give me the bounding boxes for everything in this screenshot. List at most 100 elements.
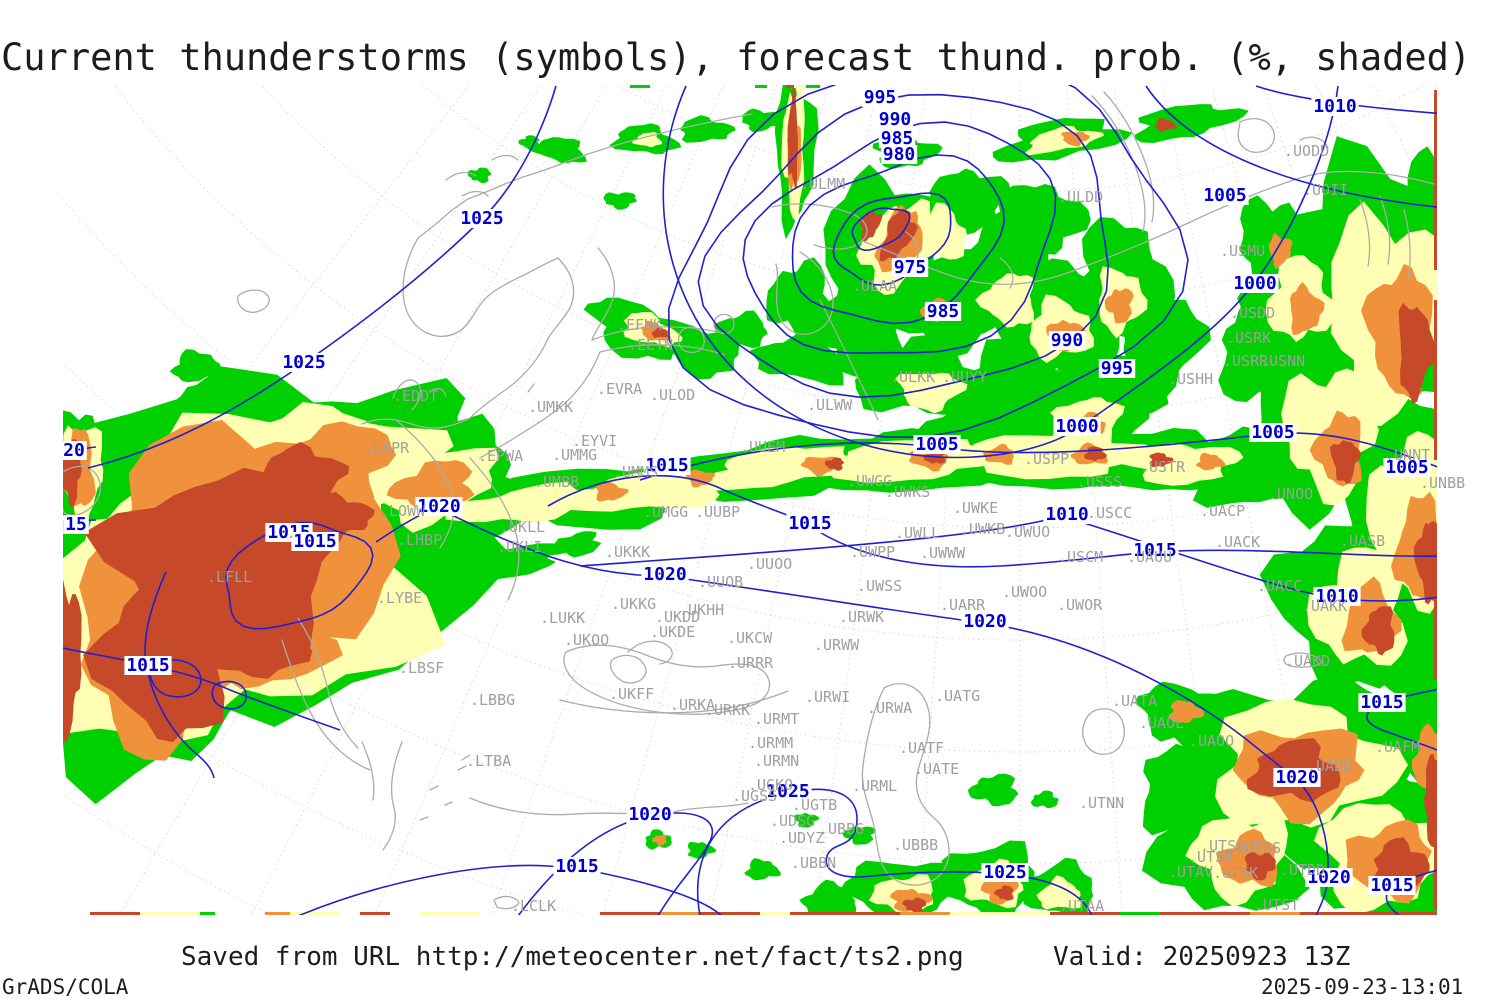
isobar-label: 1005	[1203, 185, 1246, 206]
station-label: .UACP	[1200, 502, 1245, 520]
station-label: .USMU	[1220, 242, 1265, 260]
isobar-label-box	[1273, 768, 1321, 787]
station-label: .UODD	[1284, 142, 1329, 160]
station-label: .UGKO	[748, 776, 793, 794]
station-label: .UNBB	[1420, 474, 1465, 492]
station-label: .UKDE	[650, 623, 695, 641]
station-label: .UTDD	[1280, 861, 1325, 879]
station-label: .UWKE	[953, 499, 998, 517]
isobar-label-box	[764, 782, 812, 801]
station-label: .UWSS	[857, 577, 902, 595]
footer-engine-label: GrADS/COLA	[2, 975, 129, 999]
isobar-label: 1010	[1315, 586, 1358, 607]
edge-strips	[90, 85, 1437, 915]
station-label: .UTAV	[1168, 863, 1213, 881]
isobar-label-box	[291, 532, 339, 551]
isobar-label: 1020	[643, 564, 686, 585]
station-label: .UMMS	[613, 463, 658, 481]
station-label: .URML	[852, 777, 897, 795]
isobar-label-box	[1231, 274, 1279, 293]
station-label: .UTSB	[1188, 848, 1233, 866]
station-label: .LKPR	[364, 439, 410, 457]
station-label: .LHBP	[397, 531, 442, 549]
isobar-label-box	[626, 805, 674, 824]
station-label: .UTSA	[1200, 837, 1245, 855]
station-label: .UACK	[1215, 533, 1260, 551]
station-label: .UMMG	[552, 446, 597, 464]
footer-saved-url: Saved from URL http://meteocenter.net/fa…	[181, 942, 964, 972]
station-label: .UAKD	[1285, 652, 1330, 670]
station-label: .UUEM	[740, 438, 785, 456]
isobar-label-box	[280, 353, 328, 372]
station-label: .EYVI	[572, 432, 617, 450]
isobar-label: 1015	[1360, 692, 1403, 713]
station-label: .LBSF	[399, 659, 444, 677]
station-label: .EPWA	[478, 447, 523, 465]
isobar-labels: 9959909859809759859909951000100010051005…	[61, 87, 1431, 896]
isobar-label-box	[880, 145, 918, 164]
station-label: .UWUO	[1005, 523, 1050, 541]
station-label: .USHH	[1168, 370, 1213, 388]
isobar-label: 1025	[766, 781, 809, 802]
station-label: .UUOO	[747, 555, 792, 573]
station-label: .EFHK	[617, 316, 662, 334]
station-label: .UMBB	[534, 473, 579, 491]
isobar-label: 1005	[1251, 422, 1294, 443]
station-label: .URMN	[754, 752, 799, 770]
station-label: .LUKK	[540, 609, 585, 627]
station-label: .LFLL	[207, 568, 252, 586]
isobar-label: 15	[65, 514, 87, 535]
coastlines	[63, 91, 1435, 910]
station-label: .UATF	[899, 739, 944, 757]
station-label: .UKKK	[605, 543, 650, 561]
station-label: .USTR	[1140, 458, 1186, 476]
station-label: .UDSG	[770, 812, 815, 830]
isobar-label: 1020	[1307, 867, 1350, 888]
station-label: .UTNN	[1079, 794, 1124, 812]
isobar-label-box	[1249, 423, 1297, 442]
station-label: .USPP	[1024, 450, 1069, 468]
isobar-label: 1005	[1385, 457, 1428, 478]
isobar-label-box	[61, 441, 87, 460]
isobar-label: 1015	[126, 655, 169, 676]
station-label: .UBBB	[893, 836, 938, 854]
station-label: .UUOB	[698, 573, 743, 591]
isobar-label-box	[961, 612, 1009, 631]
station-label: .URMM	[748, 734, 793, 752]
isobar-label: 1010	[1045, 504, 1088, 525]
station-label: .ULKK	[890, 368, 935, 386]
station-label: .UWKS	[885, 483, 930, 501]
station-label: .URMT	[754, 710, 799, 728]
station-label: .ULDD	[1058, 188, 1103, 206]
isobar-label: 1020	[963, 611, 1006, 632]
station-label: .UATE	[914, 760, 959, 778]
station-label: .USCM	[1058, 548, 1103, 566]
station-label: .UATA	[1112, 692, 1157, 710]
isobar-label-box	[1358, 693, 1406, 712]
map-title: Current thunderstorms (symbols), forecas…	[1, 36, 1472, 79]
isobar-label-box	[1313, 587, 1361, 606]
station-label: .UUYY	[942, 368, 987, 386]
isobar-label: 1005	[915, 434, 958, 455]
station-label: .UNNT	[1385, 446, 1430, 464]
station-label: .UWOO	[1002, 583, 1047, 601]
station-label: .UTSK	[1213, 864, 1258, 882]
station-label: .UKFF	[609, 685, 654, 703]
station-label: .ULAA	[852, 277, 897, 295]
station-label: .UTAA	[1059, 897, 1104, 915]
isobar-label: 1015	[1370, 875, 1413, 896]
station-label: .USDD	[1230, 304, 1275, 322]
station-label: .UBBN	[791, 854, 836, 872]
isobar-label-box	[1098, 359, 1136, 378]
isobar-label-box	[458, 209, 506, 228]
station-label: .EVRA	[597, 380, 642, 398]
isobar-label-box	[1053, 417, 1101, 436]
footer-valid-time: Valid: 20250923 13Z	[1053, 942, 1351, 972]
station-label: .EETN	[628, 336, 673, 354]
station-label: .LOWW	[380, 502, 426, 520]
station-label: .UKOO	[564, 631, 609, 649]
station-label: .UGSS	[732, 787, 777, 805]
footer-timestamp: 2025-09-23-13:01	[1261, 975, 1464, 999]
isobar-label-box	[1383, 458, 1431, 477]
station-label: .UAOO	[1189, 732, 1234, 750]
